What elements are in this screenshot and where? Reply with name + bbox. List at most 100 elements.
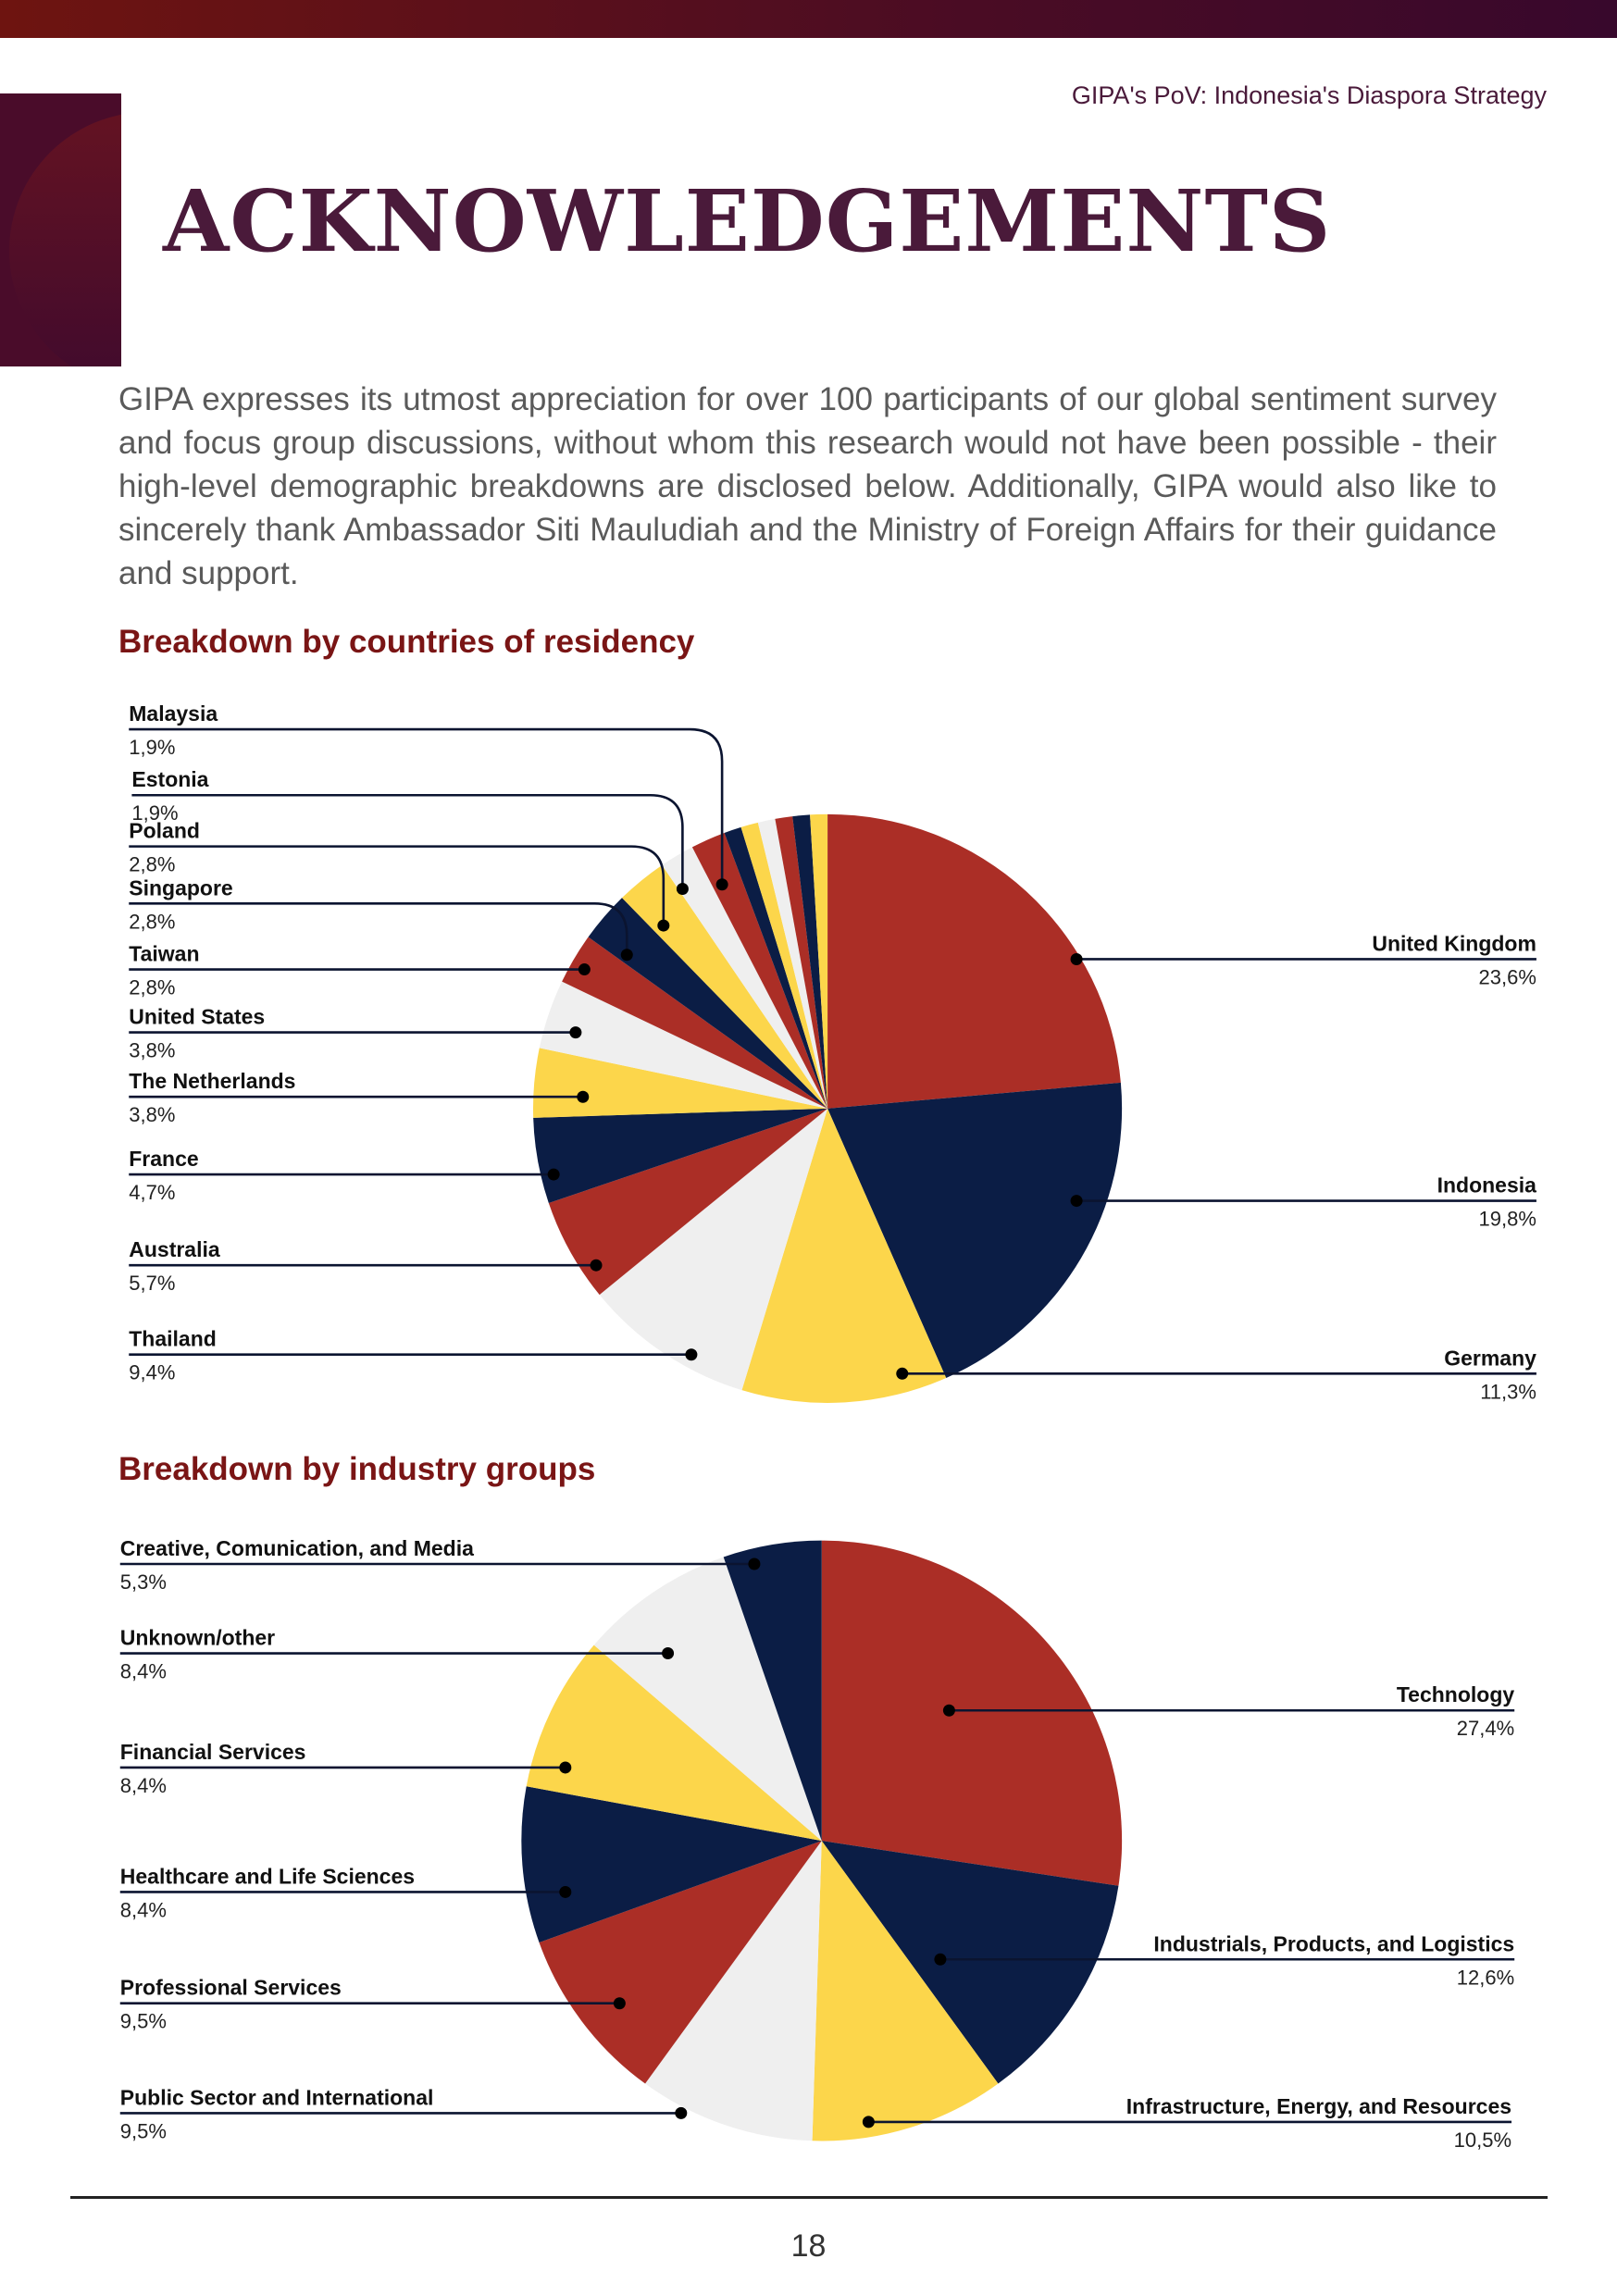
slice-label: Financial Services — [120, 1740, 306, 1764]
leader-dot — [748, 1558, 761, 1570]
leader-dot — [547, 1168, 560, 1181]
slice-value: 9,4% — [129, 1361, 175, 1384]
slice-value: 1,9% — [129, 736, 175, 759]
slice-label: Estonia — [131, 767, 208, 791]
pie-slice-other-16 — [775, 816, 828, 1109]
slice-value: 12,6% — [1457, 1966, 1514, 1989]
leader-dot — [862, 2116, 875, 2128]
pie-slice-taiwan — [562, 937, 828, 1109]
pie-slice-the-netherlands — [532, 1048, 828, 1118]
page-title: ACKNOWLEDGEMENTS — [163, 171, 1332, 271]
heading-industries: Breakdown by industry groups — [118, 1451, 596, 1487]
slice-label: Technology — [1397, 1682, 1515, 1706]
slice-label: France — [129, 1147, 198, 1171]
slice-value: 1,9% — [131, 801, 178, 825]
slice-label: Creative, Comunication, and Media — [120, 1536, 474, 1560]
slice-label: Infrastructure, Energy, and Resources — [1126, 2094, 1511, 2118]
slice-value: 11,3% — [1480, 1380, 1536, 1403]
top-banner — [0, 0, 1617, 38]
slice-label: The Netherlands — [129, 1069, 295, 1093]
leader-dot — [676, 883, 689, 896]
slice-label: United States — [129, 1005, 265, 1029]
pie-slice-professional-services — [539, 1841, 822, 2084]
pie-slice-malaysia — [691, 832, 828, 1109]
slice-value: 2,8% — [129, 976, 175, 999]
leader-dot — [662, 1647, 675, 1660]
slice-label: Malaysia — [129, 701, 218, 726]
slice-value: 8,4% — [120, 1898, 167, 1921]
leader-dot — [578, 963, 591, 976]
slice-value: 2,8% — [129, 910, 175, 933]
leader-line — [129, 727, 724, 885]
slice-value: 9,5% — [120, 2119, 167, 2142]
page-number: 18 — [790, 2228, 827, 2264]
leader-dot — [613, 1997, 626, 2010]
pie-slice-public-sector-and-international — [645, 1841, 822, 2141]
slice-value: 3,8% — [129, 1039, 175, 1062]
leader-dot — [1070, 1195, 1083, 1208]
slice-label: Poland — [129, 819, 200, 843]
footer-divider — [70, 2196, 1548, 2199]
slice-value: 4,7% — [129, 1181, 175, 1204]
slice-label: Thailand — [129, 1327, 217, 1351]
leader-dot — [896, 1367, 909, 1380]
pie-slice-other-18 — [810, 813, 828, 1109]
slice-value: 8,4% — [120, 1774, 167, 1797]
pie-slice-estonia — [662, 847, 828, 1109]
leader-line — [129, 902, 628, 955]
slice-label: Healthcare and Life Sciences — [120, 1864, 415, 1888]
leader-dot — [590, 1259, 603, 1272]
heading-countries: Breakdown by countries of residency — [118, 624, 695, 660]
slice-value: 9,5% — [120, 2010, 167, 2033]
pie-1 — [521, 1540, 1123, 2141]
slice-value: 5,3% — [120, 1570, 167, 1594]
leader-dot — [657, 919, 670, 932]
slice-label: Australia — [129, 1237, 220, 1261]
pie-slice-industrials-products-and-logistics — [821, 1841, 1119, 2084]
slice-label: Unknown/other — [120, 1626, 275, 1650]
pie-slice-creative-comunication-and-media — [723, 1540, 822, 1842]
pie-slice-other-14 — [740, 822, 828, 1109]
slice-label: Taiwan — [129, 942, 199, 966]
leader-dot — [569, 1026, 582, 1039]
pie-slice-financial-services — [526, 1644, 822, 1842]
running-header: GIPA's PoV: Indonesia's Diaspora Strateg… — [1071, 81, 1547, 109]
pie-slice-healthcare-and-life-sciences — [521, 1786, 822, 1942]
corner-decoration — [0, 93, 121, 366]
slice-value: 3,8% — [129, 1103, 175, 1126]
pie-0 — [532, 813, 1123, 1403]
leader-dot — [620, 949, 633, 962]
pie-slice-other-17 — [792, 814, 828, 1109]
slice-value: 19,8% — [1479, 1208, 1536, 1231]
slice-value: 23,6% — [1479, 965, 1536, 988]
leader-dot — [715, 878, 728, 891]
slice-label: United Kingdom — [1372, 931, 1536, 955]
leader-dot — [577, 1090, 590, 1103]
leader-line — [129, 845, 665, 926]
pie-slice-australia — [548, 1108, 828, 1296]
pie-slice-indonesia — [827, 1082, 1123, 1378]
slice-label: Industrials, Products, and Logistics — [1153, 1931, 1514, 1955]
slice-value: 27,4% — [1457, 1717, 1514, 1740]
slice-value: 2,8% — [129, 853, 175, 876]
leader-dot — [559, 1885, 572, 1898]
slice-label: Professional Services — [120, 1976, 342, 2000]
leader-dot — [675, 2106, 688, 2119]
intro-paragraph: GIPA expresses its utmost appreciation f… — [118, 381, 1497, 591]
pie-slice-germany — [741, 1108, 947, 1403]
slice-label: Germany — [1444, 1346, 1536, 1370]
slice-value: 10,5% — [1454, 2128, 1511, 2152]
slice-label: Public Sector and International — [120, 2085, 434, 2109]
leader-dot — [685, 1348, 698, 1361]
leader-dot — [934, 1953, 947, 1966]
pie-slice-infrastructure-energy-and-resources — [812, 1841, 999, 2141]
leader-line — [131, 793, 684, 889]
pie-slice-france — [533, 1108, 828, 1203]
slice-label: Indonesia — [1437, 1173, 1537, 1198]
pie-slice-poland — [621, 864, 828, 1109]
pie-slice-technology — [821, 1540, 1123, 1886]
pie-slice-other-15 — [757, 818, 828, 1109]
slice-label: Singapore — [129, 875, 232, 900]
leader-dot — [1070, 952, 1083, 965]
